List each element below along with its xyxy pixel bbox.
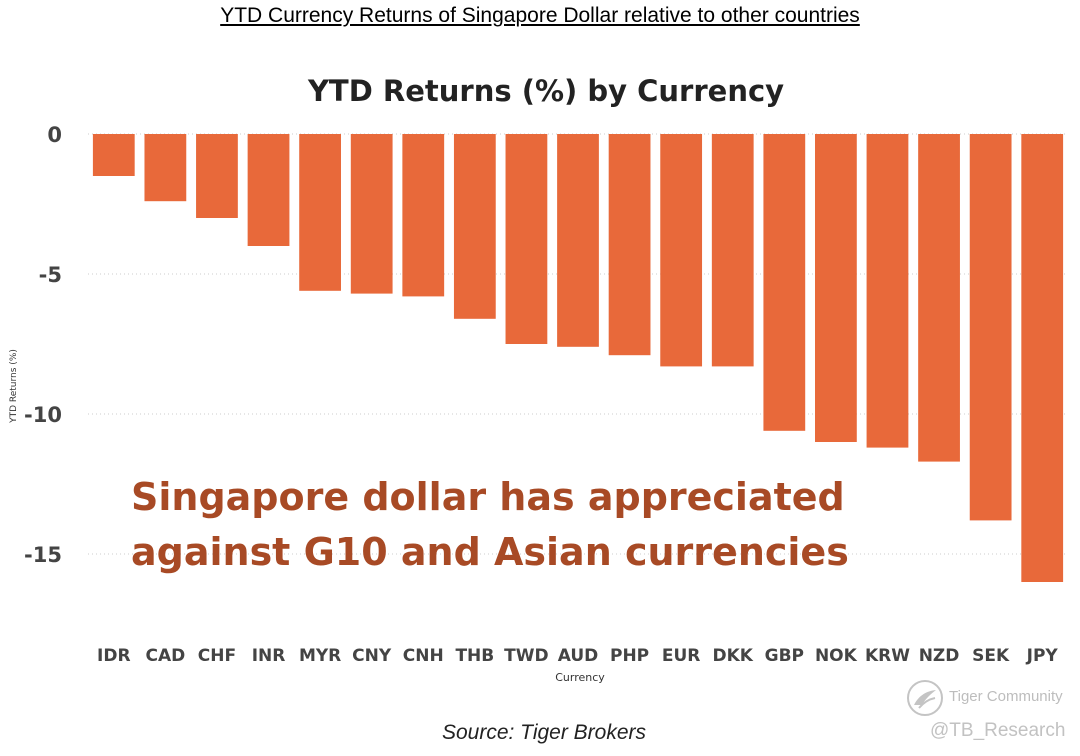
y-axis-label: YTD Returns (%): [9, 349, 19, 424]
x-tick-label-gbp: GBP: [765, 646, 804, 666]
x-tick-label-idr: IDR: [97, 646, 131, 666]
chart-title: YTD Returns (%) by Currency: [307, 74, 785, 108]
x-tick-label-thb: THB: [455, 646, 494, 666]
bar-chf: [196, 134, 238, 218]
bars: [92, 134, 1064, 582]
bar-twd: [505, 134, 548, 344]
x-tick-label-krw: KRW: [865, 646, 910, 666]
x-tick-label-cad: CAD: [145, 646, 185, 666]
bar-aud: [557, 134, 599, 347]
x-tick-label-cny: CNY: [352, 646, 392, 666]
y-tick-labels: 0 -5 -10 -15: [24, 123, 62, 567]
bar-myr: [299, 134, 341, 291]
annotation-line-2: against G10 and Asian currencies: [131, 530, 849, 574]
x-tick-label-twd: TWD: [504, 646, 548, 666]
chart-annotation: Singapore dollar has appreciated against…: [131, 470, 871, 580]
bar-cny: [350, 134, 393, 294]
x-tick-label-sek: SEK: [972, 646, 1010, 666]
y-tick-label: -15: [24, 543, 62, 567]
annotation-line-1: Singapore dollar has appreciated: [131, 475, 845, 519]
bar-cnh: [402, 134, 445, 297]
x-tick-label-chf: CHF: [198, 646, 236, 666]
watermark: Tiger Community @TB_Research: [905, 676, 1075, 746]
bar-eur: [660, 134, 703, 367]
x-tick-label-myr: MYR: [299, 646, 341, 666]
tiger-community-logo-icon: [907, 680, 943, 716]
x-tick-label-nzd: NZD: [919, 646, 960, 666]
x-axis-label: Currency: [555, 671, 605, 684]
x-tick-label-inr: INR: [252, 646, 286, 666]
bar-thb: [453, 134, 496, 319]
x-tick-label-jpy: JPY: [1026, 646, 1059, 666]
page-title: YTD Currency Returns of Singapore Dollar…: [220, 4, 860, 27]
y-tick-label: -10: [24, 403, 62, 427]
x-tick-label-cnh: CNH: [403, 646, 444, 666]
x-tick-label-php: PHP: [610, 646, 649, 666]
x-tick-label-eur: EUR: [662, 646, 701, 666]
bar-inr: [247, 134, 290, 246]
source-note: Source: Tiger Brokers: [441, 721, 647, 744]
bar-dkk: [711, 134, 754, 367]
x-tick-label-nok: NOK: [815, 646, 858, 666]
bar-sek: [969, 134, 1012, 521]
bar-php: [608, 134, 651, 356]
watermark-handle: @TB_Research: [930, 720, 1066, 741]
bar-nok: [815, 134, 857, 442]
bar-krw: [866, 134, 909, 448]
x-tick-labels: IDR CAD CHF INR MYR CNY CNH THB TWD AUD PHP EUR DKK G…: [97, 646, 1058, 666]
bar-gbp: [763, 134, 806, 431]
x-tick-label-aud: AUD: [558, 646, 599, 666]
x-tick-label-dkk: DKK: [713, 646, 754, 666]
bar-jpy: [1021, 134, 1064, 582]
bar-nzd: [918, 134, 960, 462]
bar-idr: [92, 134, 135, 176]
watermark-brand: Tiger Community: [949, 688, 1063, 705]
bar-cad: [144, 134, 187, 202]
y-tick-label: -5: [39, 263, 62, 287]
y-tick-label: 0: [47, 123, 62, 147]
